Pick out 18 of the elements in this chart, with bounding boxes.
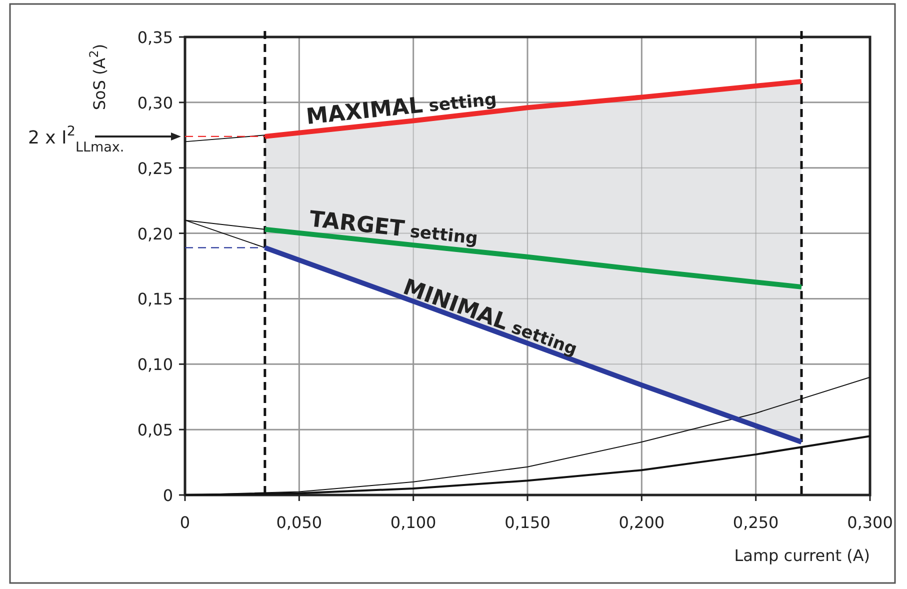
y-tick-label: 0,10: [137, 355, 173, 374]
x-tick-label: 0,100: [390, 513, 436, 532]
y-tick-label: 0,25: [137, 158, 173, 178]
y-tick-label: 0,05: [137, 420, 173, 440]
x-tick-label: 0,200: [618, 513, 665, 532]
y-tick-label: 0,35: [137, 28, 173, 47]
x-tick-label: 0,050: [276, 513, 322, 532]
y-tick-label: 0,30: [137, 93, 173, 112]
x-tick-label: 0,250: [732, 513, 779, 532]
text: MAXIMAL setting: [305, 90, 498, 130]
x-tick-label: 0,300: [847, 513, 893, 532]
y-tick-label: 0: [162, 486, 173, 505]
x-tick-label: 0,150: [504, 513, 550, 532]
x-tick-label: 0: [180, 513, 190, 532]
x-axis-title: Lamp current (A): [734, 546, 870, 565]
y-tick-label: 0,20: [137, 224, 173, 244]
y-tick-label: 0,15: [137, 290, 173, 309]
text: TARGET setting: [308, 207, 479, 250]
